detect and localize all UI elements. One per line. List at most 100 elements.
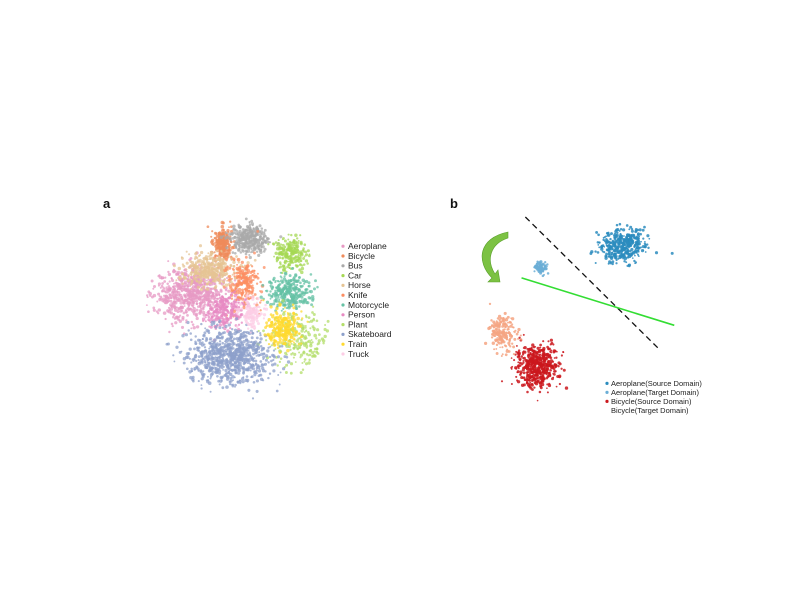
scatter-point <box>536 268 538 271</box>
scatter-point <box>526 390 529 394</box>
scatter-point <box>215 267 218 270</box>
scatter-point <box>159 297 163 301</box>
scatter-point <box>217 267 221 270</box>
scatter-point <box>299 338 303 342</box>
scatter-point <box>297 332 301 336</box>
scatter-point <box>301 368 305 372</box>
scatter-point <box>255 389 259 393</box>
scatter-point <box>221 341 224 345</box>
scatter-point <box>219 348 222 351</box>
scatter-point <box>223 342 227 346</box>
scatter-point <box>235 317 239 321</box>
scatter-point <box>233 265 236 267</box>
scatter-point <box>280 276 283 279</box>
scatter-point <box>246 360 250 365</box>
scatter-point <box>603 245 606 248</box>
scatter-point <box>221 349 225 353</box>
scatter-point <box>227 289 231 293</box>
scatter-point <box>210 242 215 246</box>
scatter-point <box>522 366 525 369</box>
scatter-point <box>272 349 276 352</box>
scatter-point <box>627 263 630 266</box>
scatter-point <box>227 248 231 252</box>
scatter-point <box>204 320 207 323</box>
scatter-point <box>175 279 178 282</box>
scatter-point <box>202 313 206 317</box>
scatter-point <box>218 323 223 327</box>
scatter-point <box>548 382 551 386</box>
scatter-point <box>253 241 257 245</box>
scatter-point <box>283 334 287 337</box>
scatter-point <box>293 321 296 325</box>
scatter-point <box>267 243 270 246</box>
scatter-point <box>201 338 204 341</box>
scatter-point <box>646 234 650 238</box>
scatter-point <box>198 290 202 294</box>
scatter-point <box>177 276 181 279</box>
scatter-point <box>236 233 240 236</box>
scatter-point <box>199 250 204 255</box>
scatter-point <box>300 264 304 267</box>
scatter-point <box>516 351 520 355</box>
scatter-point <box>216 241 220 244</box>
scatter-point <box>199 276 202 280</box>
scatter-point <box>221 326 224 329</box>
scatter-point <box>209 337 213 341</box>
scatter-point <box>278 383 281 386</box>
scatter-point <box>287 243 290 246</box>
scatter-point <box>225 360 229 364</box>
scatter-point <box>618 255 621 258</box>
scatter-point <box>229 347 233 350</box>
scatter-point <box>259 337 263 341</box>
scatter-point <box>304 337 307 340</box>
scatter-point <box>213 231 217 235</box>
scatter-point <box>536 260 539 263</box>
scatter-point <box>258 224 262 228</box>
scatter-point <box>152 284 157 289</box>
scatter-point <box>625 241 630 245</box>
scatter-point <box>233 360 238 365</box>
scatter-point <box>290 233 293 237</box>
scatter-point <box>251 284 254 287</box>
scatter-point <box>162 311 167 315</box>
scatter-point <box>214 268 217 271</box>
scatter-point <box>214 288 219 293</box>
scatter-point <box>627 250 630 253</box>
scatter-point <box>259 360 263 363</box>
scatter-point <box>269 290 272 293</box>
scatter-point <box>316 352 320 355</box>
scatter-point <box>185 367 189 371</box>
scatter-point <box>304 325 307 327</box>
scatter-point <box>283 342 287 346</box>
scatter-point <box>162 300 165 303</box>
scatter-point <box>164 276 167 279</box>
scatter-point <box>533 270 536 273</box>
scatter-point <box>238 353 242 357</box>
scatter-point <box>259 295 263 299</box>
scatter-point <box>173 300 178 305</box>
scatter-point <box>269 345 272 348</box>
scatter-point <box>266 349 270 353</box>
scatter-point <box>293 338 296 341</box>
scatter-point <box>291 327 294 330</box>
scatter-point <box>274 241 278 244</box>
scatter-point <box>222 254 227 259</box>
scatter-point <box>302 263 306 266</box>
scatter-point <box>204 349 207 352</box>
scatter-point <box>224 231 228 235</box>
scatter-point <box>250 247 253 251</box>
scatter-point <box>312 312 316 317</box>
scatter-point <box>218 337 222 340</box>
scatter-point <box>299 281 302 285</box>
scatter-point <box>552 343 555 346</box>
legend-label: Aeroplane <box>348 241 387 251</box>
scatter-point <box>288 266 291 269</box>
scatter-point <box>241 248 244 252</box>
scatter-point <box>529 365 534 369</box>
scatter-point <box>235 271 239 275</box>
scatter-point <box>265 300 270 304</box>
scatter-point <box>305 352 309 356</box>
scatter-point <box>207 262 211 266</box>
scatter-point <box>184 288 187 291</box>
scatter-point <box>542 340 545 343</box>
